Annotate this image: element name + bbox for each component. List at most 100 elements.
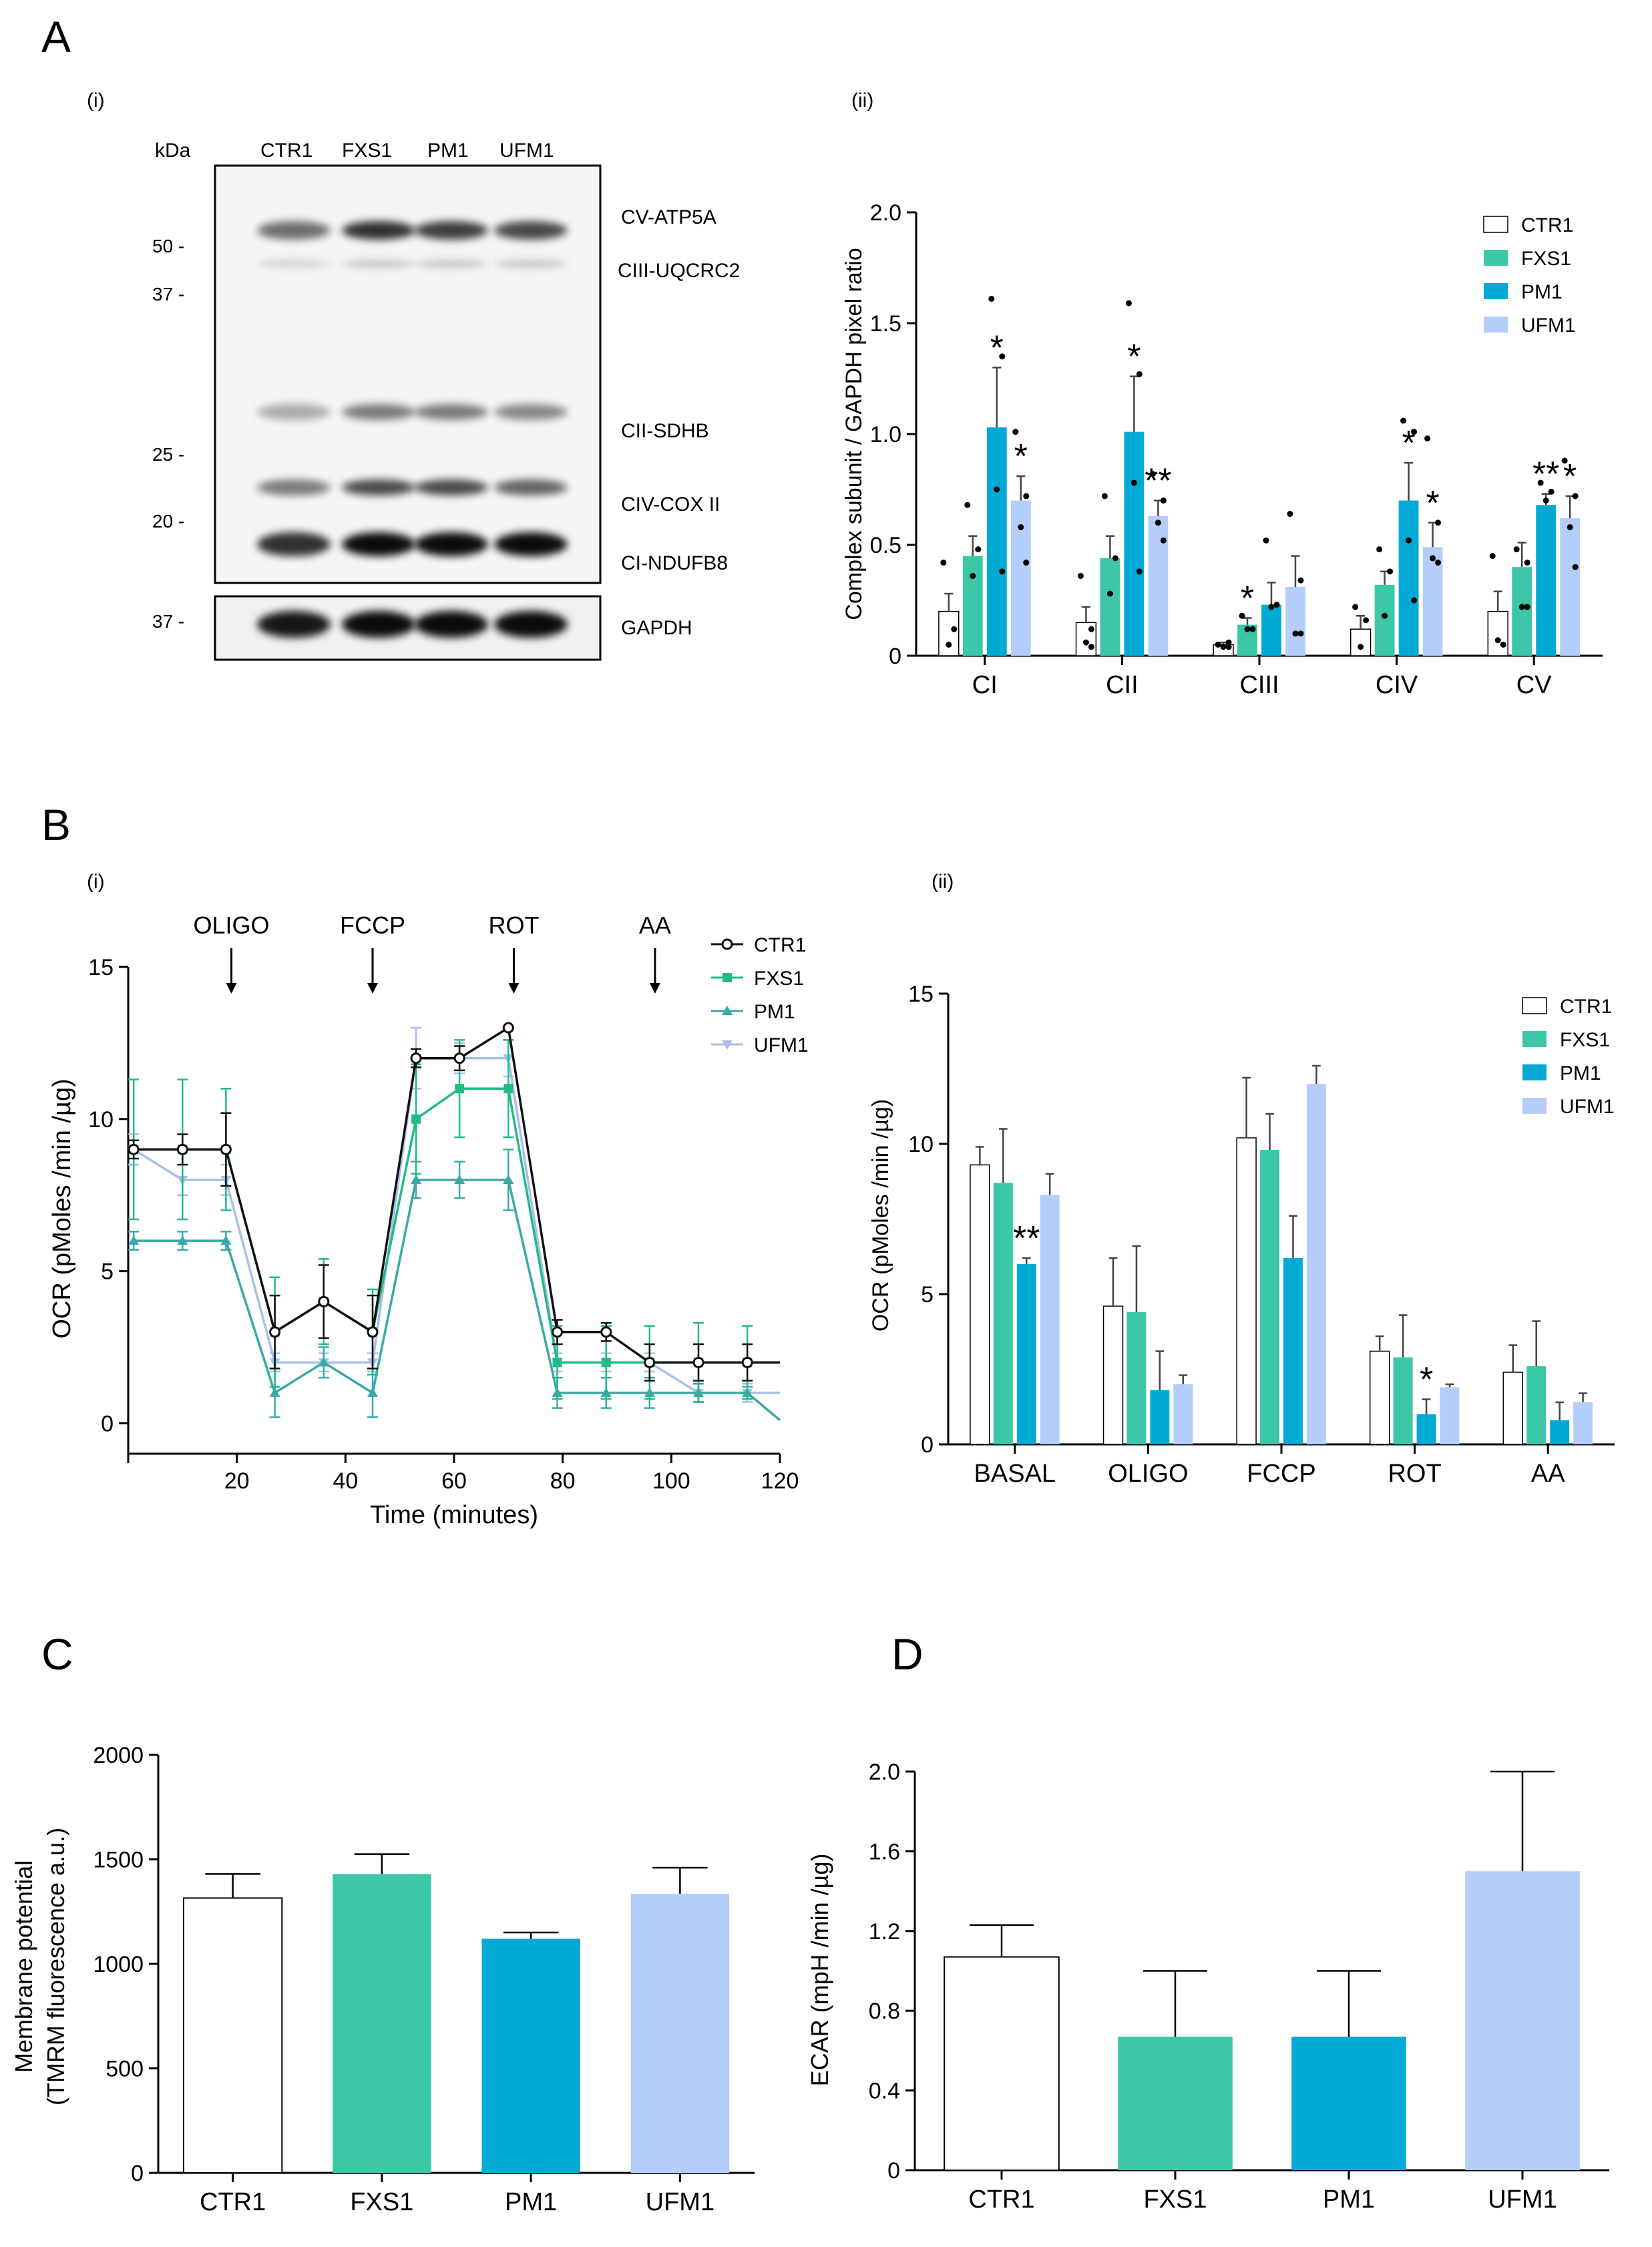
data-point [1101,493,1108,499]
data-point [975,546,982,553]
data-point [940,560,947,566]
x-tick-label: 40 [333,1468,358,1494]
y-tick-label: 15 [88,955,114,980]
chart-ocr-timecourse: 0 5 10 15 20 40 60 80 100 120 Time (minutes) OCR (p… [48,911,809,1529]
significance-star: * [1402,424,1415,463]
legend-swatch [1484,283,1508,299]
x-tick-label: CV [1516,671,1552,699]
bar-fxs1 [1100,558,1120,656]
injection-arrowhead [508,983,520,994]
blot-band [342,404,415,420]
data-point [1130,479,1137,486]
bar-ufm1 [1560,518,1581,656]
x-tick-label: ROT [1388,1460,1441,1488]
data-point [1263,537,1269,544]
data-point [1273,602,1280,608]
marker-ctr1 [367,1326,379,1338]
blot-band [342,611,415,638]
marker-ctr1 [176,1143,188,1155]
legend-swatch [1484,250,1508,266]
legend-swatch [1522,997,1547,1014]
y-tick-label: 0 [131,2161,144,2186]
marker-20: 20 - [152,511,184,532]
bar-fxs1 [962,556,983,656]
bar-ctr1 [944,1956,1060,2171]
bar-fxs1 [993,1183,1013,1444]
data-point [1542,497,1549,504]
marker-fxs1 [552,1358,562,1368]
bar-ufm1 [630,1894,730,2173]
series-line-fxs1 [134,1087,780,1364]
x-tick-label: FCCP [1247,1460,1315,1488]
data-point [1489,553,1496,560]
y-tick-label: 1.0 [870,422,901,447]
blot-bands [257,221,568,638]
data-point [1023,493,1030,499]
significance-star: ** [1532,455,1559,494]
blot-band [415,532,488,556]
bar-ufm1 [1010,500,1031,656]
bar-ufm1 [1285,587,1305,656]
data-point [1424,435,1431,442]
blot-band [257,611,331,638]
bar-pm1 [1291,2037,1406,2170]
x-tick-label: AA [1531,1460,1565,1488]
data-point [1160,497,1167,504]
data-point [1411,429,1418,435]
panel-label-a: A [41,12,71,61]
lane-label-fxs1: FXS1 [342,140,392,162]
band-label-gapdh: GAPDH [621,617,692,639]
data-point [1363,617,1370,624]
marker-ufm1 [722,1040,733,1050]
x-tick-label: OLIGO [1108,1460,1188,1488]
data-point [1494,637,1501,644]
bar-ufm1 [1465,1871,1580,2170]
legend-swatch [1522,1031,1546,1047]
data-point [1435,520,1442,526]
data-point [1548,488,1555,495]
bar-ufm1 [1040,1195,1060,1444]
band-label-uqcrc2: CIII-UQCRC2 [618,260,740,282]
data-point [1112,555,1118,562]
data-point [1411,597,1418,604]
significance-star: * [1563,457,1577,496]
x-tick-label: FXS1 [1143,2186,1207,2214]
y-axis-label: OCR (pMoles /min /µg) [868,1099,893,1332]
bar-ctr1 [970,1164,990,1445]
marker-ctr1 [644,1356,656,1368]
bar-fxs1 [1118,2037,1233,2170]
bar-ctr1 [1350,628,1372,656]
data-point [1088,626,1094,632]
bar-fxs1 [1260,1150,1280,1444]
marker-ctr1 [600,1326,612,1338]
legend-label-ufm1: UFM1 [1560,1096,1615,1118]
data-point [1136,568,1143,575]
marker-ctr1 [453,1052,465,1064]
data-point [999,568,1006,575]
x-tick-label: CIII [1239,671,1279,699]
lane-label-pm1: PM1 [427,140,469,162]
marker-fxs1 [455,1084,465,1094]
bar-pm1 [1150,1390,1170,1444]
data-point [994,486,1000,493]
data-point [1537,479,1544,486]
blot-band [494,221,568,240]
injection-label: FCCP [340,911,405,939]
y-tick-label: 500 [106,2057,144,2082]
marker-pm1 [220,1235,232,1245]
x-tick-label: 80 [550,1468,576,1494]
y-tick-label: 10 [88,1107,114,1133]
injection-label: ROT [488,911,539,939]
legend-label-ufm1: UFM1 [754,1034,809,1056]
series-line-ufm1 [133,1056,780,1394]
bar-ufm1 [1573,1402,1593,1444]
bar-ufm1 [1173,1384,1193,1444]
bar-pm1 [1124,431,1145,656]
bar-pm1 [986,427,1007,656]
y-tick-label: 0 [887,2158,900,2184]
data-point [1435,560,1442,566]
data-point [1106,590,1113,597]
legend-label-ctr1: CTR1 [754,934,806,956]
blot-band [415,479,488,495]
blot-band [415,260,488,268]
